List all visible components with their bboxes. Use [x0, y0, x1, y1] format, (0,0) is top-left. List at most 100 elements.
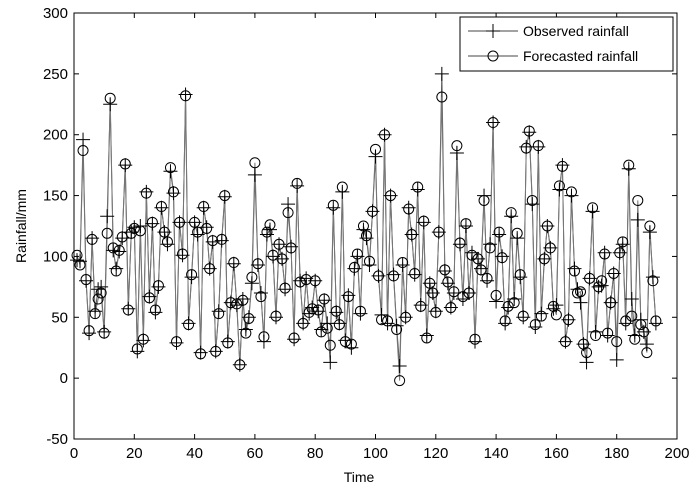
point-observed — [639, 337, 654, 352]
point-observed — [624, 292, 639, 307]
point-forecasted — [478, 194, 490, 206]
point-forecasted — [167, 186, 179, 198]
y-tick-label: 100 — [43, 248, 68, 265]
point-forecasted — [608, 267, 620, 279]
point-forecasted — [559, 336, 571, 348]
point-forecasted — [309, 275, 321, 287]
point-forecasted — [523, 125, 535, 137]
point-forecasted — [593, 281, 605, 293]
point-forecasted — [83, 325, 95, 337]
point-forecasted — [315, 326, 327, 338]
point-observed — [163, 164, 178, 179]
point-forecasted — [508, 297, 520, 309]
point-forecasted — [623, 159, 635, 171]
point-forecasted — [158, 226, 170, 238]
point-forecasted — [98, 327, 110, 339]
point-forecasted — [128, 222, 140, 234]
point-forecasted — [204, 263, 216, 275]
point-forecasted — [463, 287, 475, 299]
point-forecasted — [330, 305, 342, 317]
point-forecasted — [333, 319, 345, 331]
point-forecasted — [568, 265, 580, 277]
y-tick-label: 50 — [51, 309, 68, 326]
point-observed — [564, 188, 579, 203]
point-forecasted — [186, 269, 198, 281]
point-forecasted — [397, 257, 409, 269]
point-forecasted — [376, 314, 388, 326]
point-observed — [323, 355, 338, 370]
point-observed — [504, 209, 519, 224]
point-forecasted — [496, 252, 508, 264]
point-forecasted — [614, 247, 626, 259]
point-forecasted — [225, 297, 237, 309]
point-forecasted — [454, 237, 466, 249]
point-forecasted — [363, 255, 375, 267]
point-forecasted — [107, 242, 119, 254]
point-forecasted — [74, 259, 86, 271]
point-forecasted — [487, 117, 499, 129]
point-forecasted — [195, 348, 207, 360]
point-forecasted — [321, 322, 333, 334]
point-forecasted — [445, 302, 457, 314]
point-forecasted — [149, 304, 161, 316]
point-forecasted — [562, 314, 574, 326]
point-forecasted — [261, 226, 273, 238]
point-forecasted — [77, 145, 89, 157]
point-forecasted — [526, 194, 538, 206]
legend: Observed rainfall Forecasted rainfall — [459, 16, 674, 72]
point-forecasted — [517, 310, 529, 322]
point-forecasted — [327, 199, 339, 211]
x-tick-label: 100 — [363, 445, 388, 462]
legend-plus-marker — [486, 24, 500, 38]
point-forecasted — [279, 282, 291, 294]
point-forecasted — [360, 230, 372, 242]
point-forecasted — [146, 216, 158, 228]
point-forecasted — [388, 270, 400, 282]
point-forecasted — [575, 286, 587, 298]
point-forecasted — [216, 233, 228, 245]
point-forecasted — [258, 331, 270, 343]
point-forecasted — [406, 229, 418, 241]
legend-marker-observed-plus — [486, 24, 500, 38]
point-forecasted — [342, 291, 354, 303]
point-forecasted — [231, 298, 243, 310]
point-forecasted — [556, 160, 568, 172]
point-forecasted — [171, 336, 183, 348]
point-forecasted — [348, 261, 360, 273]
point-forecasted — [638, 326, 650, 338]
point-observed — [588, 324, 603, 339]
point-forecasted — [484, 242, 496, 254]
point-forecasted — [174, 216, 186, 228]
point-observed — [489, 294, 504, 309]
point-forecasted — [373, 270, 385, 282]
point-forecasted — [180, 90, 192, 102]
point-observed — [253, 285, 268, 300]
point-forecasted — [439, 264, 451, 276]
point-forecasted — [617, 236, 629, 248]
point-observed — [76, 132, 91, 147]
point-observed — [94, 279, 109, 294]
point-forecasted — [213, 308, 225, 320]
point-forecasted — [183, 319, 195, 331]
point-forecasted — [541, 220, 553, 232]
point-forecasted — [370, 143, 381, 155]
x-tick-label: 140 — [484, 445, 509, 462]
point-observed — [552, 182, 567, 197]
point-forecasted — [632, 194, 644, 206]
point-forecasted — [602, 327, 614, 339]
point-forecasted — [605, 297, 617, 309]
point-observed — [449, 145, 464, 160]
point-forecasted — [249, 157, 261, 169]
point-forecasted — [131, 343, 143, 355]
point-forecasted — [647, 275, 659, 287]
point-forecasted — [86, 233, 98, 245]
point-forecasted — [475, 264, 487, 276]
point-forecasted — [291, 177, 303, 189]
point-forecasted — [80, 274, 92, 286]
point-observed — [238, 322, 253, 337]
point-forecasted — [635, 319, 647, 331]
x-tick-label: 200 — [664, 445, 689, 462]
point-forecasted — [354, 305, 366, 317]
point-observed — [368, 149, 383, 164]
point-forecasted — [493, 226, 505, 238]
